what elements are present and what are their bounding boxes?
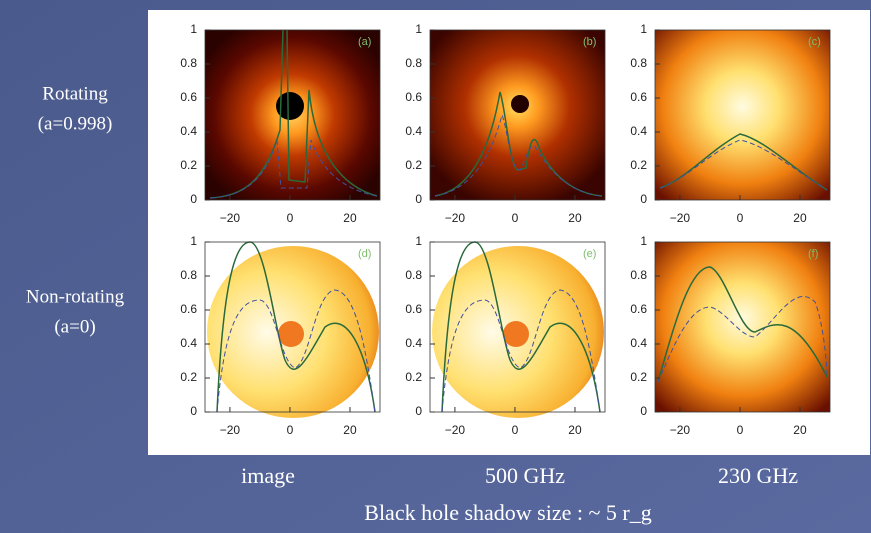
x-tick-label: −20 [670, 423, 691, 437]
y-tick-label: 0.8 [405, 268, 422, 282]
x-tick-label: 20 [793, 423, 807, 437]
frame [654, 241, 831, 413]
row-label: (a=0.998) [38, 113, 113, 134]
shadow [276, 92, 304, 120]
y-tick-label: 0.4 [180, 336, 197, 350]
x-tick-label: 20 [568, 211, 582, 225]
curve [434, 91, 603, 197]
x-tick-label: 20 [343, 211, 357, 225]
x-tick-label: 0 [512, 211, 519, 225]
y-tick-label: 0 [640, 192, 647, 206]
y-tick-label: 0 [190, 192, 197, 206]
curve-dashed [209, 139, 378, 199]
x-tick-label: −20 [445, 423, 466, 437]
y-tick-label: 1 [640, 22, 647, 36]
y-tick-label: 0.4 [405, 336, 422, 350]
y-tick-label: 0.4 [630, 124, 647, 138]
y-tick-label: 1 [190, 234, 197, 248]
y-tick-label: 0 [190, 404, 197, 418]
y-tick-label: 0.2 [405, 158, 422, 172]
curve [216, 241, 376, 413]
y-tick-label: 0.8 [180, 56, 197, 70]
y-tick-label: 0.8 [630, 268, 647, 282]
panel: (f) 0 0.2 0.4 0.6 0.8 1 −20 0 20 [630, 234, 831, 437]
x-tick-label: 20 [793, 211, 807, 225]
spot [503, 321, 529, 347]
caption: Black hole shadow size : ~ 5 r_g [364, 500, 651, 525]
panel-label: (e) [583, 248, 596, 260]
y-tick-label: 0.2 [405, 370, 422, 384]
y-tick-label: 1 [415, 22, 422, 36]
panel: (d) 0 0.2 0.4 0.6 0.8 1 −20 0 20 [180, 234, 381, 437]
y-tick-label: 0.2 [180, 370, 197, 384]
x-tick-label: 0 [737, 211, 744, 225]
y-tick-label: 0.4 [405, 124, 422, 138]
x-tick-label: −20 [220, 211, 241, 225]
x-tick-label: −20 [220, 423, 241, 437]
y-tick-label: 0 [640, 404, 647, 418]
frame [429, 29, 606, 201]
y-tick-label: 0.2 [630, 158, 647, 172]
y-tick-label: 1 [640, 234, 647, 248]
shadow [511, 95, 529, 113]
y-tick-label: 0.8 [405, 56, 422, 70]
y-tick-label: 0.6 [630, 90, 647, 104]
frame [204, 29, 381, 201]
y-tick-label: 1 [415, 234, 422, 248]
y-tick-label: 0.6 [405, 302, 422, 316]
curve-dashed [659, 139, 828, 191]
spot [278, 321, 304, 347]
frame [654, 29, 831, 201]
x-tick-label: −20 [670, 211, 691, 225]
curve [659, 133, 828, 191]
y-tick-label: 0.6 [180, 90, 197, 104]
panel-label: (f) [808, 248, 818, 260]
curve [441, 241, 601, 413]
row-label: Non-rotating [26, 286, 125, 307]
frame [204, 241, 381, 413]
row-label: (a=0) [54, 316, 95, 337]
panel: (e) 0 0.2 0.4 0.6 0.8 1 −20 0 20 [405, 234, 606, 437]
y-tick-label: 0.6 [630, 302, 647, 316]
x-tick-label: 20 [568, 423, 582, 437]
panel: (c) 0 0.2 0.4 0.6 0.8 1 −20 0 20 [630, 22, 831, 225]
panel-label: (a) [358, 36, 371, 48]
x-tick-label: 0 [737, 423, 744, 437]
column-label: 500 GHz [485, 463, 565, 488]
x-tick-label: 0 [512, 423, 519, 437]
curve-dashed [216, 289, 376, 413]
row-label: Rotating [42, 83, 108, 104]
x-tick-label: 20 [343, 423, 357, 437]
y-tick-label: 0.2 [180, 158, 197, 172]
y-tick-label: 0.6 [405, 90, 422, 104]
curve-dashed [657, 296, 828, 383]
disk [655, 242, 830, 412]
y-tick-label: 0 [415, 192, 422, 206]
y-tick-label: 0.8 [180, 268, 197, 282]
panel-label: (c) [808, 36, 821, 48]
x-tick-label: 0 [287, 211, 294, 225]
panel-label: (b) [583, 36, 596, 48]
panel: (a) 0 0.2 0.4 0.6 0.8 1 −20 0 20 [180, 22, 381, 225]
column-label: image [241, 463, 295, 488]
curve-dashed [434, 113, 603, 197]
y-tick-label: 0.6 [180, 302, 197, 316]
y-tick-label: 0.4 [180, 124, 197, 138]
curve-dashed [441, 289, 601, 413]
y-tick-label: 0.4 [630, 336, 647, 350]
frame [429, 241, 606, 413]
curve [657, 266, 828, 383]
y-tick-label: 0.8 [630, 56, 647, 70]
y-tick-label: 0.2 [630, 370, 647, 384]
x-tick-label: −20 [445, 211, 466, 225]
panel: (b) 0 0.2 0.4 0.6 0.8 1 −20 0 20 [405, 22, 606, 225]
y-tick-label: 1 [190, 22, 197, 36]
panel-label: (d) [358, 248, 371, 260]
x-tick-label: 0 [287, 423, 294, 437]
image [430, 30, 605, 200]
y-tick-label: 0 [415, 404, 422, 418]
column-label: 230 GHz [718, 463, 798, 488]
